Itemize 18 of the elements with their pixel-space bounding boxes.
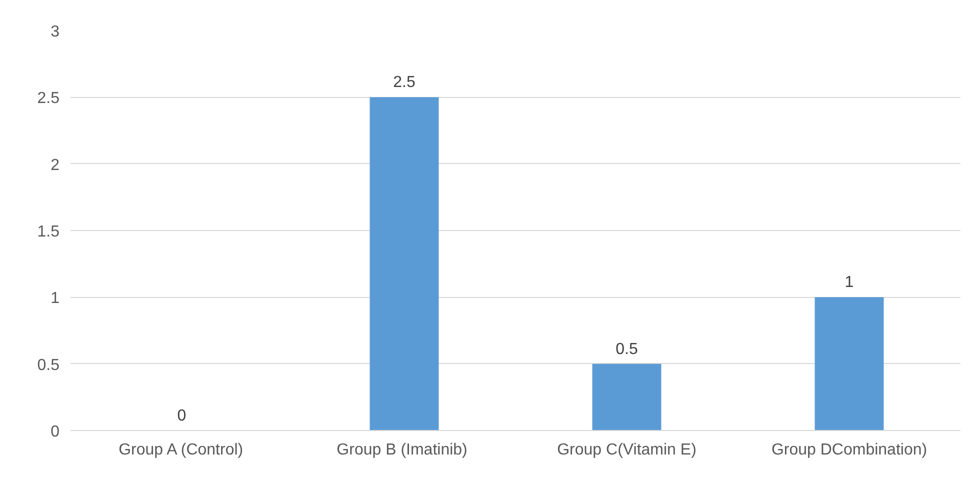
y-tick-label: 2.5 <box>37 90 60 108</box>
bar <box>370 97 439 430</box>
x-tick-label: Group A (Control) <box>118 442 244 458</box>
data-label: 0 <box>177 408 186 424</box>
data-label: 1 <box>844 274 854 292</box>
x-tick-label: Group DCombination) <box>771 442 928 458</box>
y-tick-label: 0 <box>50 424 60 440</box>
data-label: 0.5 <box>616 340 638 358</box>
bar <box>814 297 884 430</box>
x-tick-label: Group B (Imatinib) <box>336 442 468 458</box>
y-tick-label: 1.5 <box>37 224 60 240</box>
y-tick-label: 3 <box>50 24 60 40</box>
y-tick-label: 1 <box>50 290 60 308</box>
y-tick-label: 2 <box>50 156 60 174</box>
data-label: 2.5 <box>393 74 416 92</box>
y-tick-label: 0.5 <box>37 356 60 374</box>
x-tick-label: Group C(Vitamin E) <box>557 442 696 458</box>
bar <box>592 364 662 430</box>
